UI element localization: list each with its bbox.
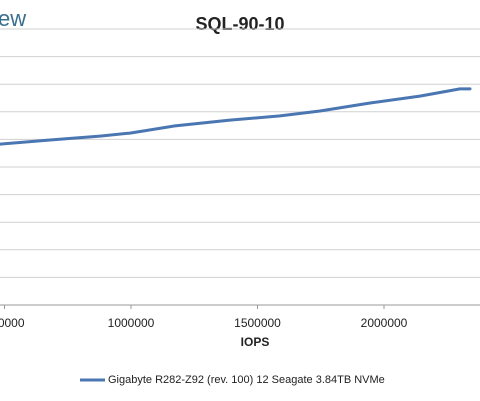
x-tick-label: 500000 [0,316,25,330]
x-tick-label: 1500000 [234,316,281,330]
logo-text: ew [0,6,26,31]
data-line [0,87,472,146]
x-axis-label: IOPS [241,335,270,349]
chart-title: SQL-90-10 [195,14,284,34]
x-tick-label: 1000000 [108,316,155,330]
x-tick-label: 2000000 [361,316,408,330]
legend-label: Gigabyte R282-Z92 (rev. 100) 12 Seagate … [108,374,385,386]
